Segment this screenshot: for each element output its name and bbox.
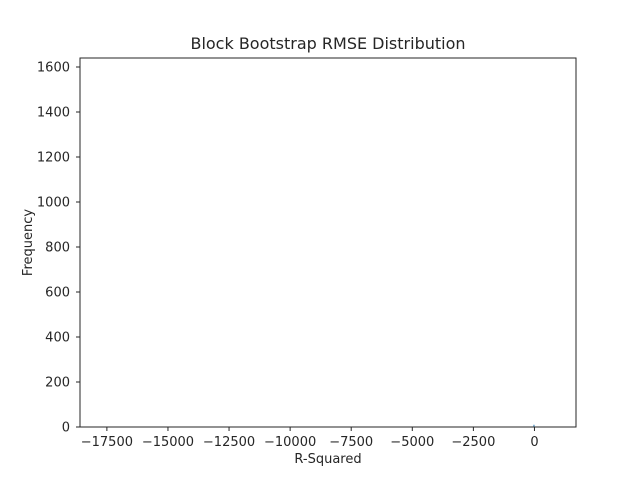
x-tick-label: −17500 (81, 435, 133, 450)
y-tick-label: 400 (45, 331, 70, 346)
y-axis-ticks: 0 200 400 600 800 1000 1200 1400 1600 (37, 61, 80, 436)
y-tick-label: 200 (45, 376, 70, 391)
bars-layer (533, 424, 535, 427)
x-axis-ticks: −17500 −15000 −12500 −10000 −7500 −5000 −2500 0 (81, 427, 539, 450)
plot-background (80, 58, 576, 427)
x-axis-label: R-Squared (294, 452, 361, 467)
y-tick-label: 1000 (37, 196, 70, 211)
plot-area (79, 57, 577, 428)
y-tick-label: 0 (62, 421, 70, 436)
y-axis-label: Frequency (21, 209, 36, 276)
x-tick-label: −15000 (142, 435, 194, 450)
x-tick-label: −10000 (264, 435, 316, 450)
x-tick-label: −5000 (390, 435, 434, 450)
x-tick-label: 0 (530, 435, 538, 450)
chart-title: Block Bootstrap RMSE Distribution (190, 34, 465, 53)
plot-frame (79, 57, 577, 428)
y-tick-label: 800 (45, 241, 70, 256)
y-tick-label: 600 (45, 286, 70, 301)
y-tick-label: 1200 (37, 151, 70, 166)
x-tick-label: −2500 (451, 435, 495, 450)
x-tick-label: −12500 (203, 435, 255, 450)
y-tick-label: 1400 (37, 106, 70, 121)
x-tick-label: −7500 (329, 435, 373, 450)
y-tick-label: 1600 (37, 61, 70, 76)
histogram-bar (533, 424, 535, 427)
